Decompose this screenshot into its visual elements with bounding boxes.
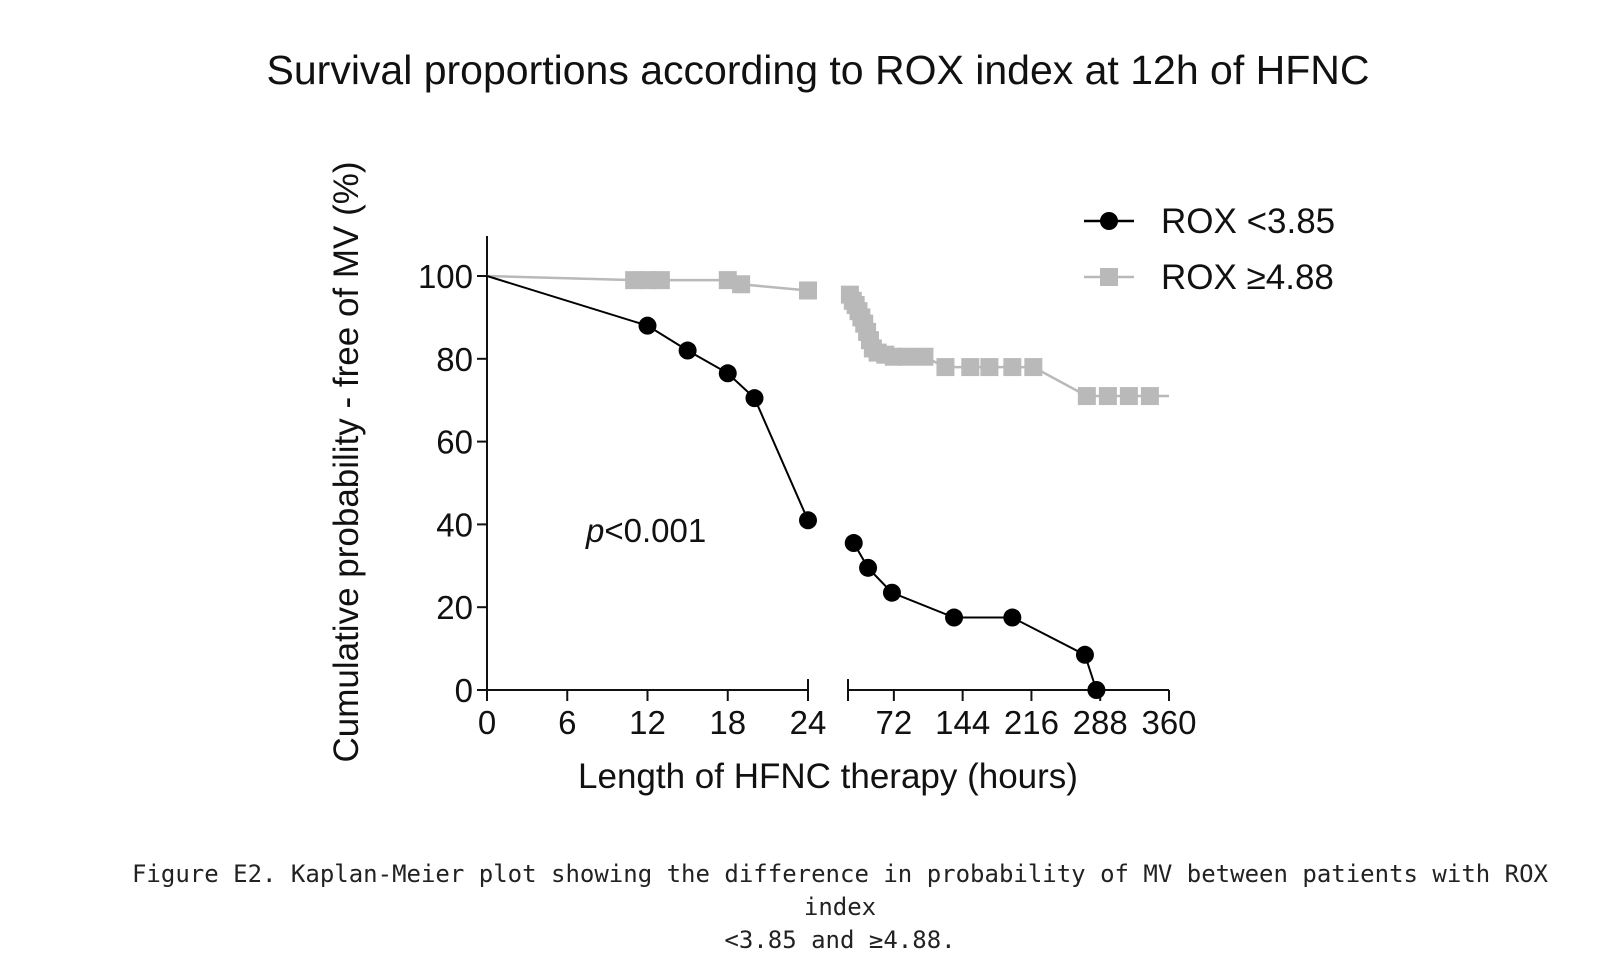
data-point-square (936, 358, 955, 377)
data-point-square (799, 281, 817, 300)
x-tick-label: 18 (709, 704, 746, 741)
data-point-circle (638, 316, 657, 335)
data-point-square (732, 275, 751, 294)
p-value-symbol: p (585, 512, 604, 549)
data-point-circle (1087, 681, 1106, 699)
data-point-square (651, 271, 670, 290)
x-tick-label: 360 (1141, 704, 1196, 741)
data-point-square (898, 347, 917, 366)
legend-label: ROX <3.85 (1161, 202, 1335, 241)
data-point-circle (718, 364, 737, 383)
series-rox-above-4-88 (486, 271, 1169, 406)
data-point-circle (745, 389, 764, 408)
data-point-circle (844, 534, 863, 553)
p-value-text: <0.001 (604, 512, 706, 549)
x-tick-label: 0 (478, 704, 496, 741)
caption-line-2: <3.85 and ≥4.88. (724, 926, 956, 954)
caption-line-1: Figure E2. Kaplan-Meier plot showing the… (131, 860, 1549, 921)
y-axis-label: Cumulative probability - free of MV (%) (327, 161, 366, 762)
x-tick-label: 216 (1004, 704, 1059, 741)
data-point-square (1098, 387, 1117, 406)
x-axis-label: Length of HFNC therapy (hours) (578, 757, 1078, 796)
data-point-square (961, 358, 980, 377)
y-tick-label: 40 (436, 506, 473, 543)
x-tick-label: 6 (558, 704, 576, 741)
data-point-square (1077, 387, 1096, 406)
legend-marker-square (1100, 268, 1118, 286)
series-line-segment-2 (852, 542, 1098, 691)
series-rox-below-3-85 (486, 275, 1106, 699)
p-value-annotation: p<0.001 (585, 512, 706, 549)
data-point-square (1140, 387, 1159, 406)
data-point-circle (1003, 608, 1022, 627)
legend-marker-circle (1100, 212, 1118, 230)
data-point-square (1119, 387, 1138, 406)
data-point-square (1024, 358, 1043, 377)
x-tick-label: 288 (1073, 704, 1128, 741)
axes: 0 20 40 60 80 100 0 6 12 18 24 72 144 216 288 360 (418, 236, 1197, 741)
data-point-square (1003, 358, 1022, 377)
y-tick-label: 60 (436, 424, 473, 461)
x-tick-label: 24 (790, 704, 827, 741)
data-point-circle (1075, 645, 1094, 664)
y-tick-label: 80 (436, 341, 473, 378)
data-series (486, 271, 1169, 699)
x-tick-label: 72 (875, 704, 912, 741)
figure-caption: Figure E2. Kaplan-Meier plot showing the… (100, 858, 1580, 957)
legend-label: ROX ≥4.88 (1161, 258, 1334, 297)
x-tick-label: 12 (629, 704, 666, 741)
y-tick-label: 20 (436, 589, 473, 626)
chart-title: Survival proportions according to ROX in… (267, 47, 1370, 93)
data-point-circle (678, 341, 697, 360)
series-line-segment-2 (848, 294, 1150, 398)
series-line-segment-1 (486, 275, 809, 521)
legend: ROX <3.85 ROX ≥4.88 (1084, 202, 1335, 297)
data-point-square (915, 347, 934, 366)
y-tick-label: 100 (418, 258, 473, 295)
data-point-circle (859, 558, 878, 577)
data-point-circle (799, 511, 817, 530)
data-point-square (980, 358, 999, 377)
y-tick-label: 0 (455, 672, 473, 709)
x-tick-label: 144 (935, 704, 990, 741)
data-point-circle (882, 583, 901, 602)
data-point-circle (945, 608, 964, 627)
